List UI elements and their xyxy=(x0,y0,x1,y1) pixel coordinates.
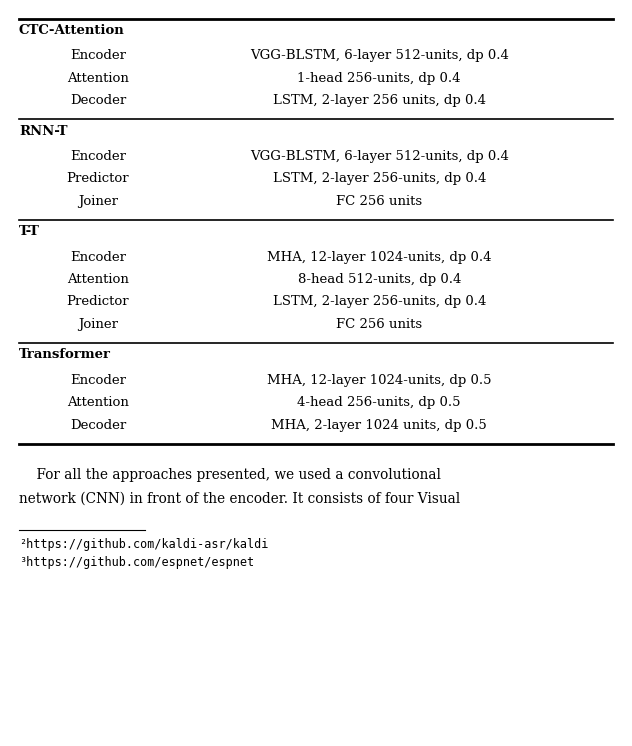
Text: Transformer: Transformer xyxy=(19,348,111,361)
Text: 8-head 512-units, dp 0.4: 8-head 512-units, dp 0.4 xyxy=(298,273,461,286)
Text: Encoder: Encoder xyxy=(70,49,126,62)
Text: LSTM, 2-layer 256-units, dp 0.4: LSTM, 2-layer 256-units, dp 0.4 xyxy=(272,172,486,185)
Text: LSTM, 2-layer 256-units, dp 0.4: LSTM, 2-layer 256-units, dp 0.4 xyxy=(272,295,486,308)
Text: LSTM, 2-layer 256 units, dp 0.4: LSTM, 2-layer 256 units, dp 0.4 xyxy=(272,94,486,107)
Text: 4-head 256-units, dp 0.5: 4-head 256-units, dp 0.5 xyxy=(298,396,461,409)
Text: Encoder: Encoder xyxy=(70,251,126,263)
Text: Attention: Attention xyxy=(67,273,129,286)
Text: VGG-BLSTM, 6-layer 512-units, dp 0.4: VGG-BLSTM, 6-layer 512-units, dp 0.4 xyxy=(250,150,509,163)
Text: CTC-Attention: CTC-Attention xyxy=(19,24,125,37)
Text: 1-head 256-units, dp 0.4: 1-head 256-units, dp 0.4 xyxy=(298,72,461,84)
Text: Decoder: Decoder xyxy=(70,94,126,107)
Text: ³https://github.com/espnet/espnet: ³https://github.com/espnet/espnet xyxy=(19,556,254,568)
Text: MHA, 12-layer 1024-units, dp 0.5: MHA, 12-layer 1024-units, dp 0.5 xyxy=(267,374,492,386)
Text: MHA, 12-layer 1024-units, dp 0.4: MHA, 12-layer 1024-units, dp 0.4 xyxy=(267,251,492,263)
Text: Attention: Attention xyxy=(67,396,129,409)
Text: Joiner: Joiner xyxy=(78,318,118,330)
Text: Predictor: Predictor xyxy=(66,172,130,185)
Text: FC 256 units: FC 256 units xyxy=(336,195,422,207)
Text: network (CNN) in front of the encoder. It consists of four Visual: network (CNN) in front of the encoder. I… xyxy=(19,492,460,506)
Text: FC 256 units: FC 256 units xyxy=(336,318,422,330)
Text: Encoder: Encoder xyxy=(70,150,126,163)
Text: RNN-T: RNN-T xyxy=(19,125,68,137)
Text: Predictor: Predictor xyxy=(66,295,130,308)
Text: Attention: Attention xyxy=(67,72,129,84)
Text: MHA, 2-layer 1024 units, dp 0.5: MHA, 2-layer 1024 units, dp 0.5 xyxy=(271,419,487,431)
Text: VGG-BLSTM, 6-layer 512-units, dp 0.4: VGG-BLSTM, 6-layer 512-units, dp 0.4 xyxy=(250,49,509,62)
Text: Decoder: Decoder xyxy=(70,419,126,431)
Text: T-T: T-T xyxy=(19,225,40,238)
Text: ²https://github.com/kaldi-asr/kaldi: ²https://github.com/kaldi-asr/kaldi xyxy=(19,538,269,551)
Text: For all the approaches presented, we used a convolutional: For all the approaches presented, we use… xyxy=(19,468,441,483)
Text: Encoder: Encoder xyxy=(70,374,126,386)
Text: Joiner: Joiner xyxy=(78,195,118,207)
